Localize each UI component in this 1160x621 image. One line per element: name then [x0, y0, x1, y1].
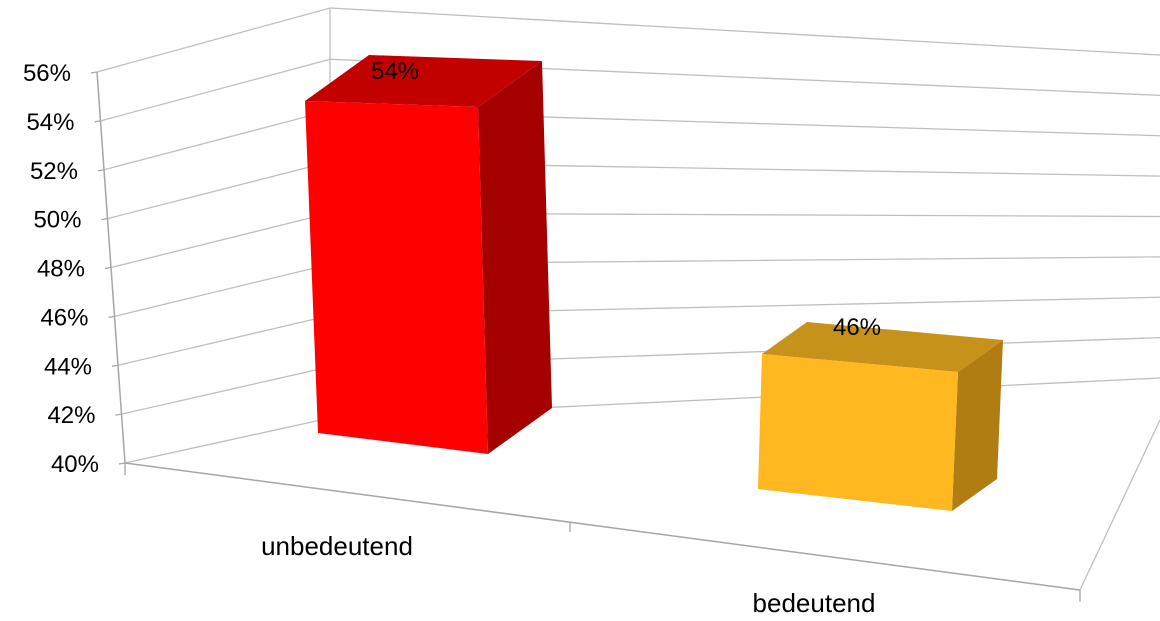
y-tick-label: 44% [44, 353, 92, 380]
x-axis-tick-labels: unbedeutend bedeutend [261, 531, 875, 616]
gridline [111, 213, 1160, 268]
y-tick-mark [91, 72, 97, 73]
y-tick-label: 56% [23, 60, 71, 87]
gridline [125, 378, 1160, 463]
gridline [101, 59, 1160, 121]
y-tick-mark [98, 170, 104, 171]
y-tick-mark [109, 316, 115, 317]
gridline [115, 257, 1160, 317]
x-tick-label: unbedeutend [261, 531, 413, 561]
gridline [97, 8, 1160, 72]
gridline [104, 111, 1160, 170]
y-tick-label: 52% [30, 158, 78, 185]
y-tick-mark [105, 268, 111, 269]
bars: 54% 46% [305, 55, 1003, 511]
y-tick-label: 42% [47, 402, 95, 429]
y-tick-label: 46% [40, 304, 88, 331]
gridline [118, 297, 1160, 365]
y-tick-mark [119, 463, 125, 464]
y-tick-label: 50% [33, 207, 81, 234]
bar-front-face [305, 101, 488, 454]
x-tick-label: bedeutend [753, 588, 876, 616]
y-axis-line [97, 72, 125, 463]
bar-side-face [478, 61, 552, 454]
floor-right-edge [1080, 420, 1160, 590]
y-tick-mark [95, 121, 101, 122]
y-tick-mark [102, 219, 108, 220]
y-tick-label: 48% [37, 256, 85, 283]
bar-front-face [758, 354, 958, 511]
y-tick-mark [116, 414, 122, 415]
y-tick-label: 54% [26, 109, 74, 136]
y-tick-label: 40% [51, 451, 99, 478]
bar-data-label: 46% [833, 314, 881, 341]
y-axis-tick-labels: 40% 42% 44% 46% 48% 50% 52% 54% 56% [23, 60, 99, 478]
gridline [108, 162, 1160, 219]
y-tick-mark [112, 365, 118, 366]
axes [91, 8, 1160, 602]
bar-data-label: 54% [371, 58, 419, 85]
